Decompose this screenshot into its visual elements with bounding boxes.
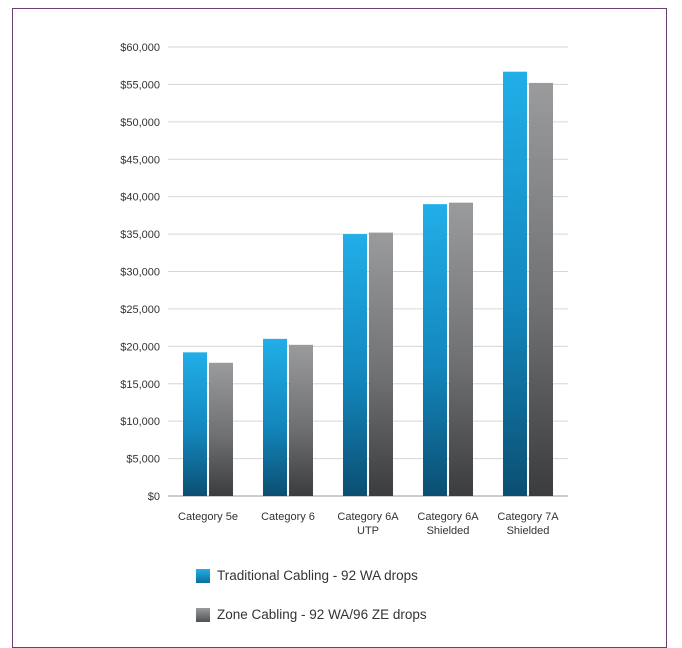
bar-traditional bbox=[423, 204, 447, 496]
legend-label-zone: Zone Cabling - 92 WA/96 ZE drops bbox=[217, 607, 427, 622]
bar-zone bbox=[529, 82, 553, 497]
y-tick-label: $0 bbox=[148, 491, 160, 503]
y-tick-label: $20,000 bbox=[120, 341, 160, 353]
bar-traditional bbox=[343, 234, 367, 497]
bars bbox=[183, 71, 553, 497]
x-category-label: Category 6A bbox=[417, 511, 479, 523]
legend-item-traditional: Traditional Cabling - 92 WA drops bbox=[196, 568, 418, 583]
chart-frame: $0 $5,000 $10,000 $15,000 $20,000 $25,000 $30,… bbox=[12, 8, 667, 648]
y-tick-label: $15,000 bbox=[120, 379, 160, 391]
legend-swatch-blue-icon bbox=[196, 568, 210, 583]
bar-zone bbox=[449, 202, 473, 497]
y-axis-ticks: $0 $5,000 $10,000 $15,000 $20,000 $25,000 $30,… bbox=[120, 42, 160, 503]
legend-label-traditional: Traditional Cabling - 92 WA drops bbox=[217, 568, 418, 583]
x-axis-labels: Category 5e Category 6 Category 6A UTP Categ… bbox=[178, 511, 559, 537]
x-category-label: UTP bbox=[357, 525, 379, 537]
y-tick-label: $10,000 bbox=[120, 416, 160, 428]
y-tick-label: $60,000 bbox=[120, 42, 160, 54]
y-tick-label: $30,000 bbox=[120, 267, 160, 279]
bar-zone bbox=[209, 362, 233, 496]
y-tick-label: $25,000 bbox=[120, 304, 160, 316]
y-tick-label: $45,000 bbox=[120, 154, 160, 166]
y-tick-label: $55,000 bbox=[120, 79, 160, 91]
x-category-label: Category 6 bbox=[261, 511, 315, 523]
legend-item-zone: Zone Cabling - 92 WA/96 ZE drops bbox=[196, 607, 427, 622]
x-category-label: Category 6A bbox=[337, 511, 399, 523]
bar-traditional bbox=[503, 71, 527, 496]
legend-swatch-gray-icon bbox=[196, 607, 210, 622]
x-category-label: Shielded bbox=[427, 525, 470, 537]
y-tick-label: $35,000 bbox=[120, 229, 160, 241]
x-category-label: Shielded bbox=[507, 525, 550, 537]
y-tick-label: $40,000 bbox=[120, 192, 160, 204]
y-tick-label: $50,000 bbox=[120, 117, 160, 129]
bar-traditional bbox=[263, 338, 287, 496]
bar-zone bbox=[369, 232, 393, 496]
bar-zone bbox=[289, 344, 313, 496]
x-category-label: Category 7A bbox=[497, 511, 559, 523]
y-tick-label: $5,000 bbox=[126, 454, 160, 466]
bar-traditional bbox=[183, 352, 207, 496]
x-category-label: Category 5e bbox=[178, 511, 238, 523]
gridlines bbox=[168, 46, 568, 497]
bar-chart: $0 $5,000 $10,000 $15,000 $20,000 $25,000 $30,… bbox=[120, 42, 568, 537]
